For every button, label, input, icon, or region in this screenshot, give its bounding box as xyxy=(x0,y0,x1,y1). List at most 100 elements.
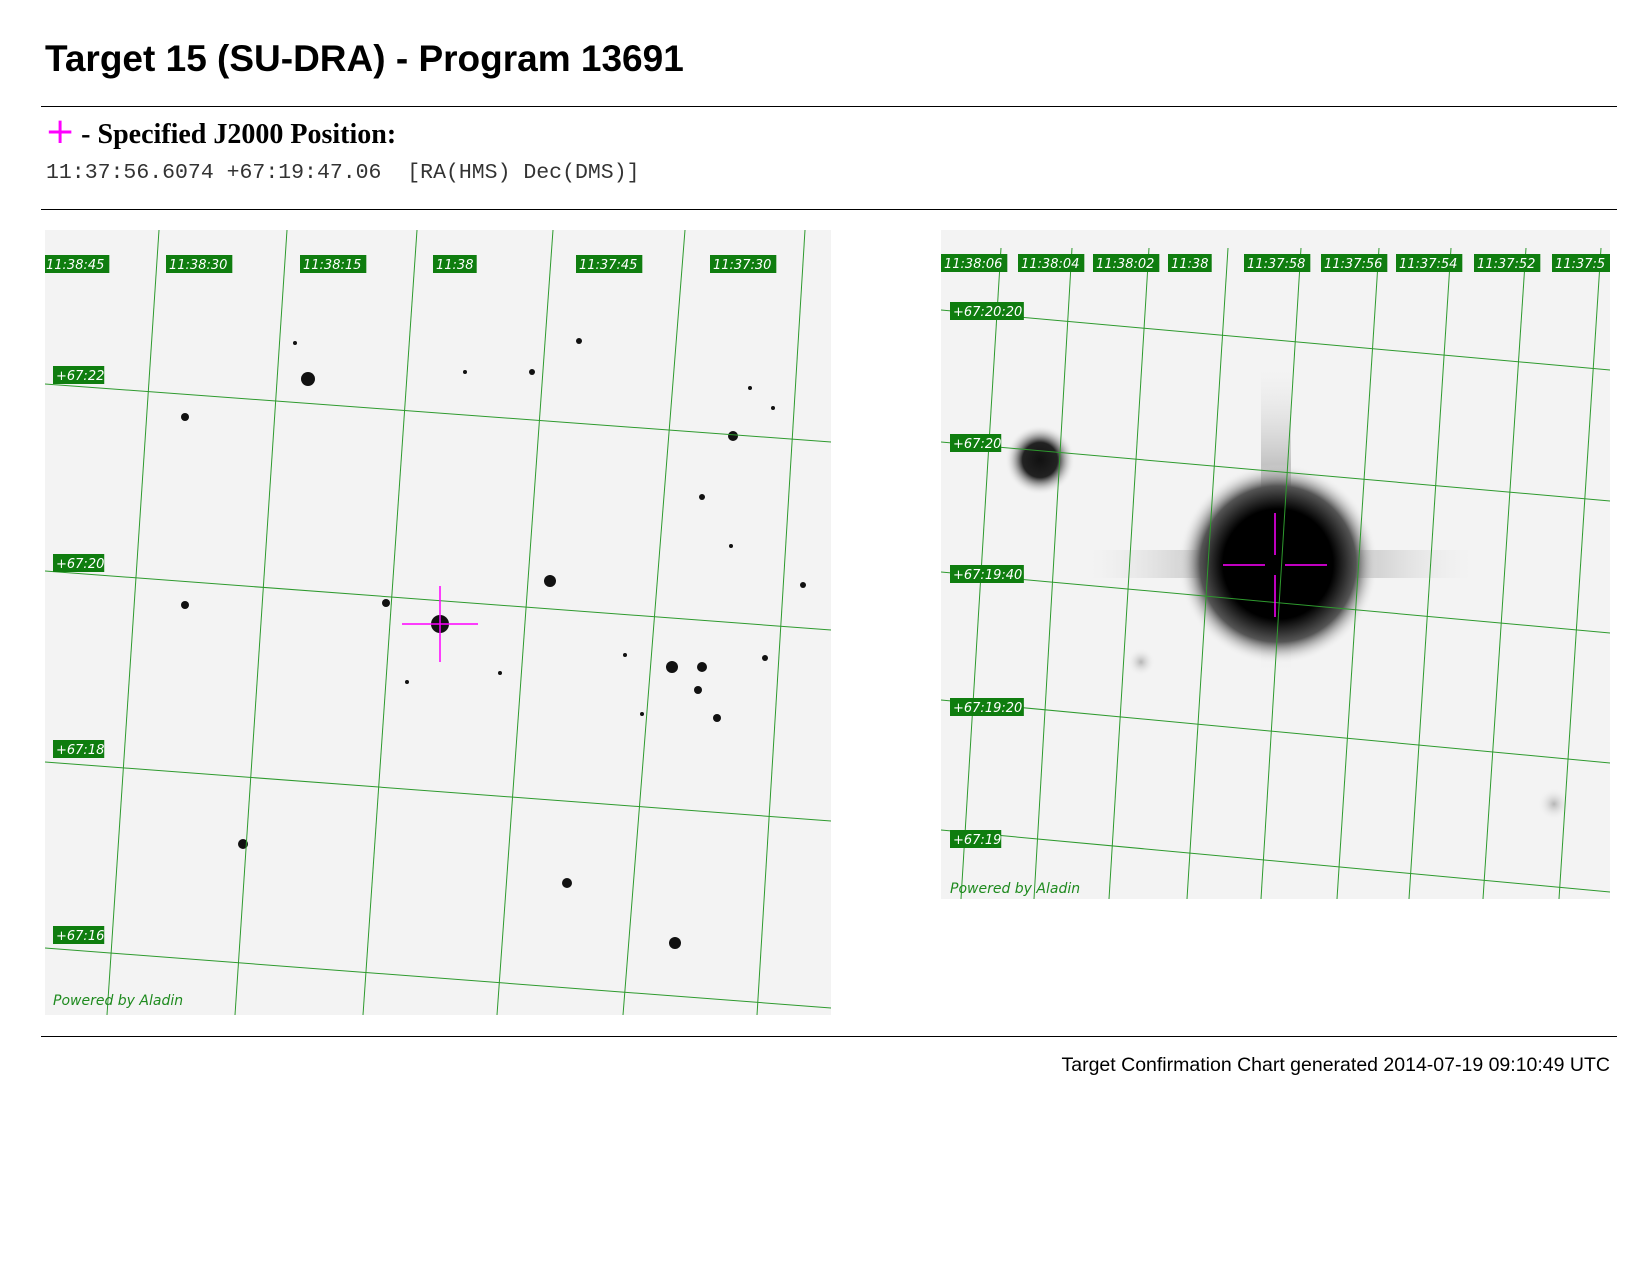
star xyxy=(181,601,189,609)
ra-grid-line xyxy=(1033,247,1073,899)
generated-timestamp: Target Confirmation Chart generated 2014… xyxy=(1061,1054,1611,1076)
dec-grid-line xyxy=(941,829,1610,893)
svg-text:11:38:45: 11:38:45 xyxy=(46,258,104,273)
dec-grid-line xyxy=(941,699,1610,764)
ra-grid-line xyxy=(1482,247,1527,899)
ra-grid-line xyxy=(756,230,806,1015)
star xyxy=(463,370,467,374)
star xyxy=(771,406,775,410)
ra-grid-line xyxy=(1108,247,1150,899)
star xyxy=(529,369,535,375)
ra-label: 11:37:52 xyxy=(1474,254,1541,272)
ra-label: 11:37:45 xyxy=(576,255,643,273)
zoom-chart[interactable]: 11:38:06 11:38:04 11:38:02 11:38 11:37:58 11:… xyxy=(941,230,1610,899)
ra-grid-line xyxy=(1260,247,1302,899)
ra-grid-line xyxy=(496,230,554,1015)
dec-label: +67:22 xyxy=(53,366,104,384)
ra-grid-line xyxy=(1336,247,1380,899)
svg-text:11:37:30: 11:37:30 xyxy=(713,258,771,273)
star xyxy=(301,372,315,386)
star xyxy=(713,714,721,722)
svg-text:+67:20: +67:20 xyxy=(56,557,104,572)
star xyxy=(728,431,738,441)
dec-label: +67:20 xyxy=(950,434,1001,452)
ra-label: 11:38:45 xyxy=(45,255,110,273)
ra-label: 11:38:02 xyxy=(1093,254,1160,272)
footer-divider xyxy=(41,1036,1617,1037)
ra-grid-line xyxy=(1186,247,1229,899)
svg-text:11:38: 11:38 xyxy=(1171,257,1208,272)
svg-text:+67:19:20: +67:19:20 xyxy=(953,701,1022,716)
dec-label: +67:20 xyxy=(53,554,104,572)
star xyxy=(640,712,644,716)
target-coordinates: 11:37:56.6074 +67:19:47.06 [RA(HMS) Dec(… xyxy=(46,161,640,185)
star xyxy=(293,341,297,345)
position-divider xyxy=(41,209,1617,210)
svg-text:11:38:15: 11:38:15 xyxy=(303,258,361,273)
dec-grid-line xyxy=(941,309,1610,371)
star xyxy=(382,599,390,607)
dec-label: +67:19:40 xyxy=(950,565,1024,583)
svg-text:11:38:06: 11:38:06 xyxy=(944,257,1002,272)
star xyxy=(405,680,409,684)
position-heading-label: - Specified J2000 Position: xyxy=(81,119,397,150)
wide-field-image: 11:38:45 11:38:30 11:38:15 11:38 11:37:45 11:… xyxy=(45,230,831,1015)
ra-label: 11:37:58 xyxy=(1244,254,1311,272)
star xyxy=(576,338,582,344)
dec-grid-line xyxy=(45,383,831,443)
svg-text:+67:16: +67:16 xyxy=(56,929,104,944)
dec-label: +67:16 xyxy=(53,926,104,944)
star xyxy=(498,671,502,675)
ra-label: 11:37:56 xyxy=(1321,254,1388,272)
svg-text:11:37:5: 11:37:5 xyxy=(1555,257,1605,272)
ra-label: 11:38:30 xyxy=(166,255,233,273)
star xyxy=(181,413,189,421)
dec-grid-line xyxy=(45,761,831,822)
ra-grid-line xyxy=(1408,247,1452,899)
dec-label: +67:18 xyxy=(53,740,104,758)
star xyxy=(238,839,248,849)
target-star xyxy=(1178,464,1378,664)
svg-text:11:37:54: 11:37:54 xyxy=(1399,257,1457,272)
dec-label: +67:19 xyxy=(950,830,1001,848)
ra-grid-line xyxy=(106,230,160,1015)
dec-grid-line xyxy=(45,947,831,1009)
wide-field-chart[interactable]: 11:38:45 11:38:30 11:38:15 11:38 11:37:45 11:… xyxy=(45,230,831,1015)
dec-grid-line xyxy=(941,441,1610,502)
ra-grid-line xyxy=(1558,247,1602,899)
dec-grid-line xyxy=(45,570,831,631)
star xyxy=(1538,788,1570,820)
svg-text:11:37:45: 11:37:45 xyxy=(579,258,637,273)
ra-grid-line xyxy=(622,230,686,1015)
star xyxy=(800,582,806,588)
page-title: Target 15 (SU-DRA) - Program 13691 xyxy=(45,38,684,79)
star xyxy=(699,494,705,500)
star xyxy=(544,575,556,587)
star xyxy=(623,653,627,657)
ra-grid-line xyxy=(362,230,418,1015)
star xyxy=(694,686,702,694)
svg-text:11:37:52: 11:37:52 xyxy=(1477,257,1535,272)
aladin-credit: Powered by Aladin xyxy=(53,993,184,1009)
svg-text:11:38:04: 11:38:04 xyxy=(1021,257,1079,272)
svg-text:11:37:56: 11:37:56 xyxy=(1324,257,1382,272)
svg-text:11:38:30: 11:38:30 xyxy=(169,258,227,273)
dec-label: +67:19:20 xyxy=(950,698,1024,716)
dec-label: +67:20:20 xyxy=(950,302,1024,320)
svg-text:11:38:02: 11:38:02 xyxy=(1096,257,1154,272)
star xyxy=(762,655,768,661)
star xyxy=(729,544,733,548)
position-heading: + - Specified J2000 Position: xyxy=(45,111,397,153)
ra-label: 11:38:06 xyxy=(941,254,1008,272)
star xyxy=(748,386,752,390)
svg-text:+67:19: +67:19 xyxy=(953,833,1001,848)
svg-text:11:38: 11:38 xyxy=(436,258,473,273)
star xyxy=(562,878,572,888)
ra-label: 11:38:15 xyxy=(300,255,367,273)
crosshair-icon: + xyxy=(45,111,76,152)
ra-label: 11:37:30 xyxy=(710,255,777,273)
ra-label: 11:37:5 xyxy=(1552,254,1610,272)
header-divider xyxy=(41,106,1617,107)
star xyxy=(669,937,681,949)
zoom-image: 11:38:06 11:38:04 11:38:02 11:38 11:37:58 11:… xyxy=(941,247,1610,899)
